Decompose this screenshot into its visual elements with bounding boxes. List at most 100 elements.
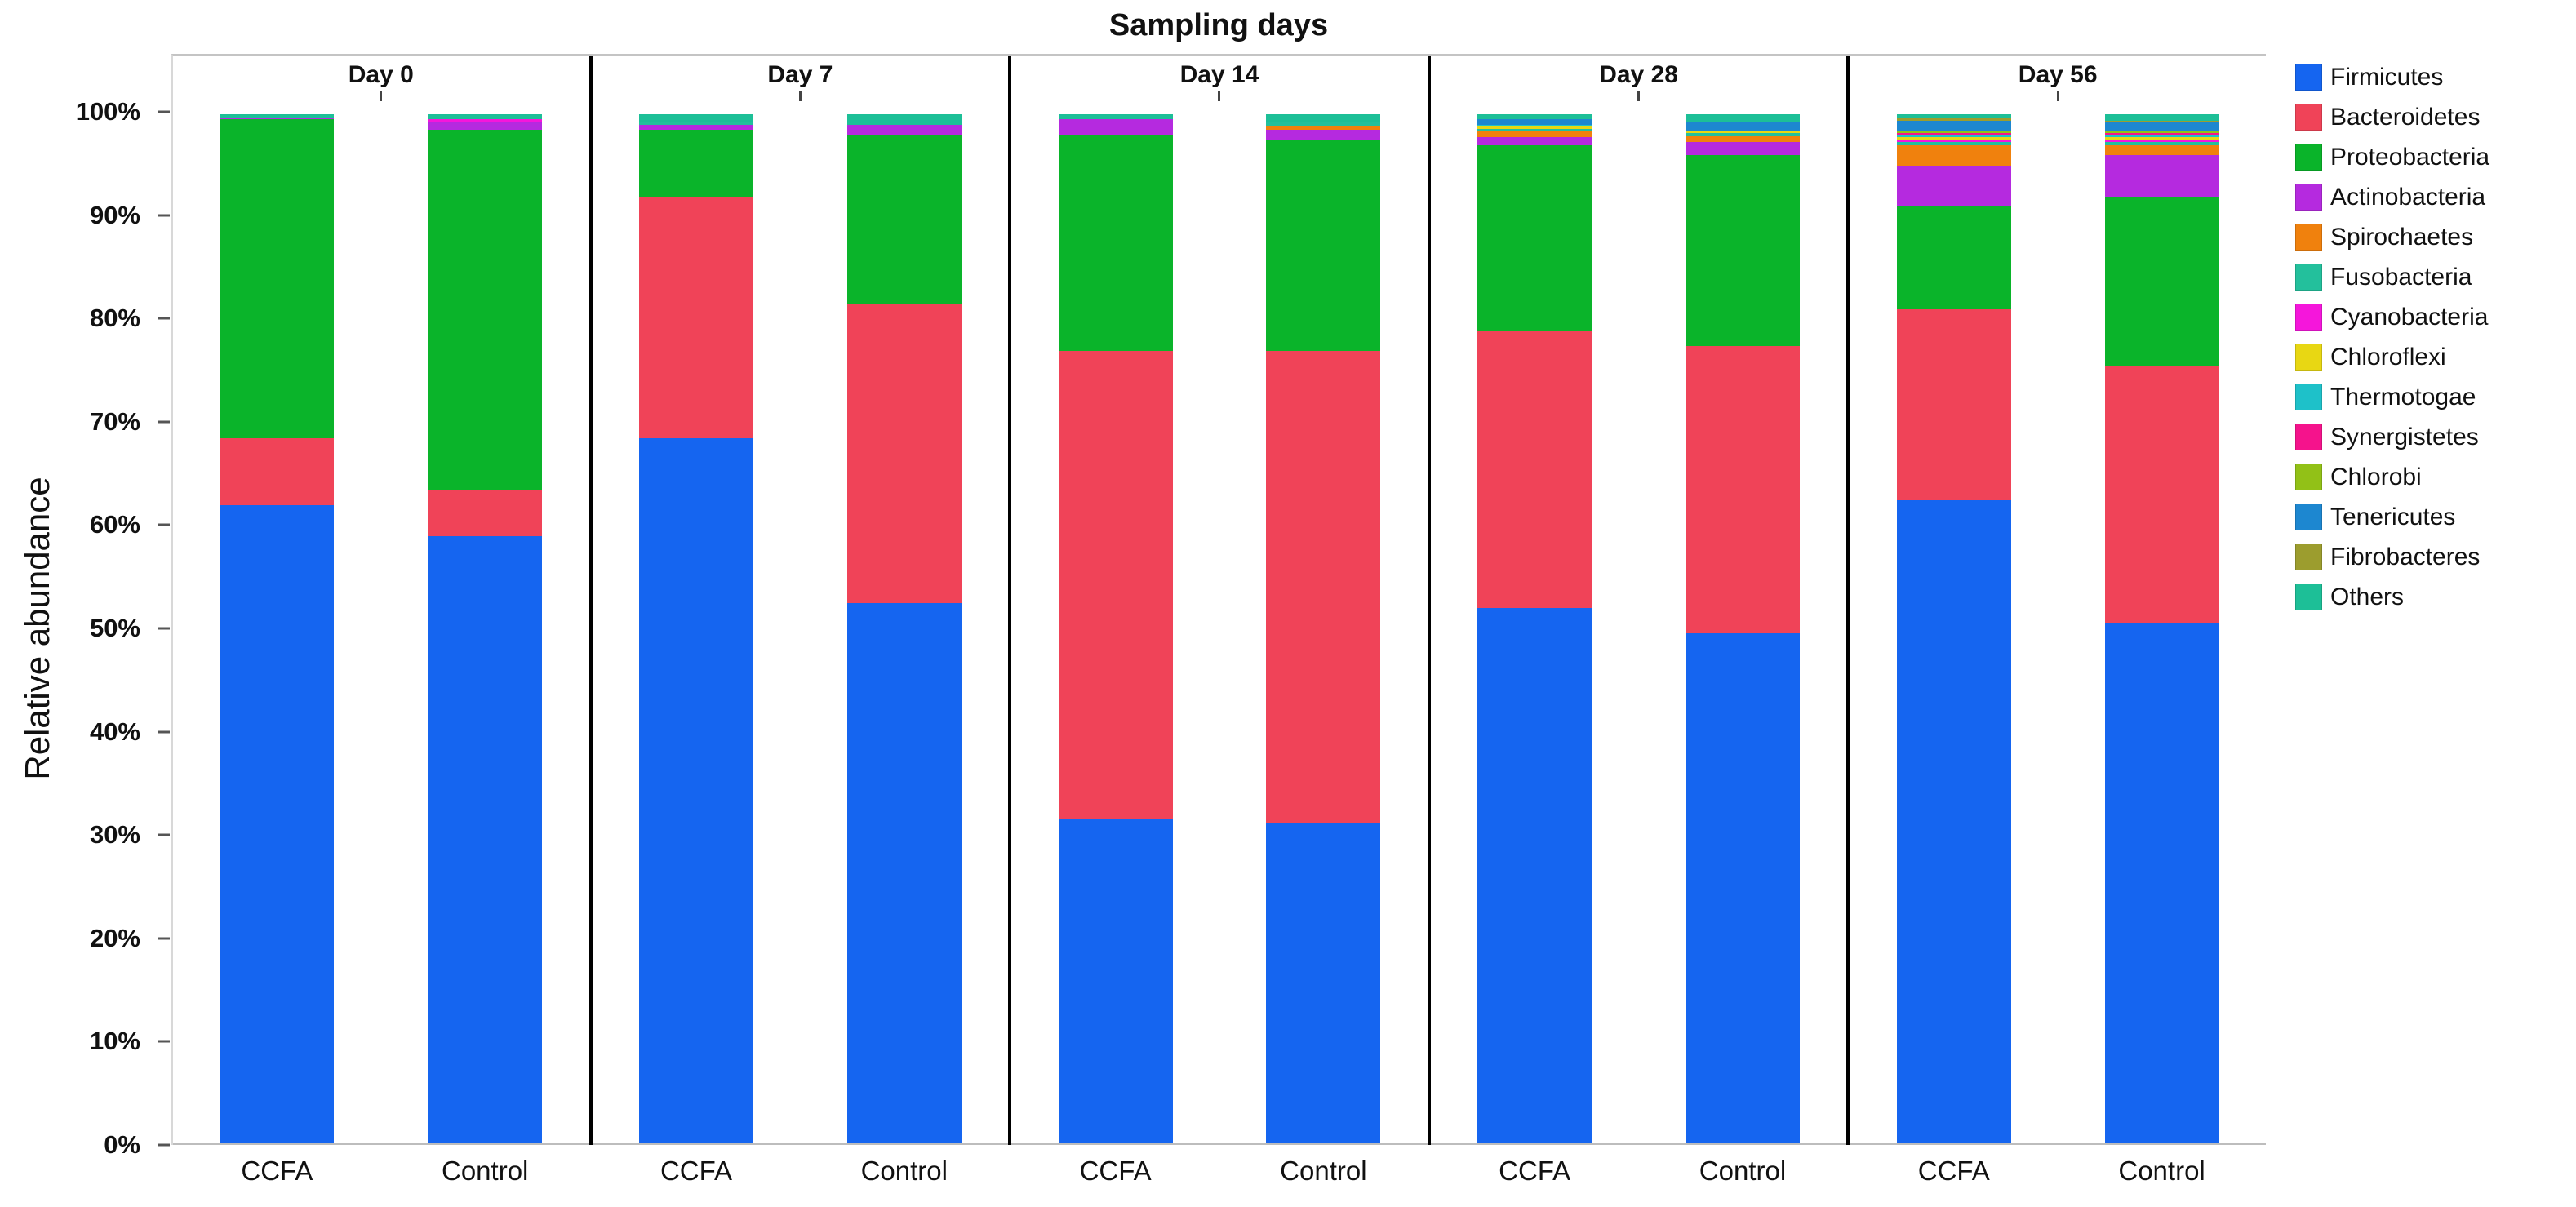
day-group-day7: Day 7 CCFA Control: [588, 56, 1009, 1186]
segment-others: [846, 114, 962, 125]
day-group-label: Day 0: [348, 61, 414, 88]
segment-others: [1685, 114, 1800, 123]
bar-slot: CCFA: [1055, 114, 1177, 1186]
stacked-bar-day28-control: [1685, 114, 1800, 1143]
bar-slot: CCFA: [1893, 114, 2015, 1186]
legend-label: Firmicutes: [2330, 63, 2444, 91]
segment-chlorobi: [2104, 131, 2219, 133]
bars-area: CCFA Control: [1430, 114, 1847, 1186]
legend-item-others: Others: [2295, 584, 2489, 610]
y-tick-label: 40%: [89, 717, 140, 746]
segment-chloroflexi: [2104, 136, 2219, 140]
legend-item-synergistetes: Synergistetes: [2295, 424, 2489, 450]
legend-swatch-thermotogae: [2295, 384, 2322, 410]
segment-spirochaetes: [1477, 131, 1592, 137]
bar-slot: CCFA: [1473, 114, 1596, 1186]
legend-swatch-cyanobacteria: [2295, 304, 2322, 331]
segment-fibrobacteres: [2104, 120, 2219, 123]
segment-fusobacteria: [1896, 142, 2011, 145]
x-axis-label-control: Control: [1699, 1156, 1787, 1186]
segment-others: [1477, 114, 1592, 120]
plot-groups: Day 0 CCFA Control Day 7 CCFA Control Day 14 CC…: [171, 54, 2266, 1186]
segment-others: [1058, 114, 1173, 120]
segment-bacteroidetes: [428, 489, 543, 536]
segment-actinobacteria: [428, 121, 543, 130]
y-tick-mark: [158, 420, 170, 424]
segment-tenericutes: [1896, 120, 2011, 131]
segment-firmicutes: [220, 504, 335, 1143]
segment-bacteroidetes: [846, 304, 962, 603]
x-axis-label-ccfa: CCFA: [1499, 1156, 1571, 1186]
y-axis-ticks: 100% 90% 80% 70% 60% 50% 40% 30% 20% 10% 0%: [0, 97, 170, 1159]
segment-spirochaetes: [1266, 126, 1381, 130]
bars-area: CCFA Control: [1850, 114, 2266, 1186]
y-tick-mark: [158, 110, 170, 113]
segment-bacteroidetes: [1685, 345, 1800, 634]
segment-firmicutes: [1266, 823, 1381, 1143]
y-tick-mark: [158, 317, 170, 320]
segment-proteobacteria: [1477, 144, 1592, 331]
bar-slot: Control: [1262, 114, 1384, 1186]
segment-others: [220, 114, 335, 118]
segment-chloroflexi: [1896, 136, 2011, 140]
segment-proteobacteria: [220, 119, 335, 438]
segment-firmicutes: [846, 602, 962, 1143]
legend-swatch-fibrobacteres: [2295, 544, 2322, 570]
y-tick-label: 90%: [89, 200, 140, 229]
segment-proteobacteria: [2104, 196, 2219, 366]
segment-tenericutes: [1685, 122, 1800, 131]
day-group-day14: Day 14 CCFA Control: [1008, 56, 1428, 1186]
segment-proteobacteria: [1896, 206, 2011, 310]
segment-spirochaetes: [1685, 135, 1800, 143]
segment-actinobacteria: [1896, 166, 2011, 207]
segment-firmicutes: [428, 535, 543, 1143]
legend-label: Thermotogae: [2330, 383, 2476, 410]
day-group-label: Day 14: [1179, 61, 1259, 88]
y-tick-label: 0%: [104, 1130, 140, 1159]
segment-bacteroidetes: [1477, 330, 1592, 608]
legend-label: Spirochaetes: [2330, 223, 2474, 251]
day-group-day0: Day 0 CCFA Control: [173, 56, 589, 1186]
legend-item-actinobacteria: Actinobacteria: [2295, 184, 2489, 211]
y-tick-label: 60%: [89, 510, 140, 539]
legend-swatch-firmicutes: [2295, 64, 2322, 91]
group-tick-mark: [380, 91, 383, 101]
group-tick-mark: [798, 91, 802, 101]
legend-item-chlorobi: Chlorobi: [2295, 464, 2489, 490]
segment-actinobacteria: [1058, 119, 1173, 135]
legend-swatch-chlorobi: [2295, 464, 2322, 490]
legend-swatch-actinobacteria: [2295, 184, 2322, 211]
bars-area: CCFA Control: [1011, 114, 1428, 1186]
bar-slot: Control: [424, 114, 546, 1186]
segment-firmicutes: [1685, 633, 1800, 1143]
segment-tenericutes: [2104, 122, 2219, 131]
legend-label: Fibrobacteres: [2330, 543, 2481, 570]
legend-swatch-fusobacteria: [2295, 264, 2322, 291]
segment-actinobacteria: [638, 124, 753, 130]
segment-fusobacteria: [638, 121, 753, 125]
segment-others: [638, 114, 753, 122]
segment-fusobacteria: [1477, 128, 1592, 132]
legend-label: Chloroflexi: [2330, 343, 2446, 371]
stacked-bar-day14-ccfa: [1058, 114, 1173, 1143]
legend-swatch-proteobacteria: [2295, 144, 2322, 171]
segment-actinobacteria: [1477, 136, 1592, 145]
legend-swatch-spirochaetes: [2295, 224, 2322, 251]
day-group-label: Day 56: [2018, 61, 2098, 88]
segment-bacteroidetes: [1058, 350, 1173, 819]
y-tick-mark: [158, 833, 170, 836]
legend-item-fusobacteria: Fusobacteria: [2295, 264, 2489, 291]
stacked-bar-day0-control: [428, 114, 543, 1143]
legend-item-spirochaetes: Spirochaetes: [2295, 224, 2489, 251]
segment-spirochaetes: [2104, 144, 2219, 156]
bar-slot: Control: [1681, 114, 1804, 1186]
stacked-bar-day14-control: [1266, 114, 1381, 1143]
y-tick-label: 100%: [75, 97, 140, 126]
y-tick-mark: [158, 627, 170, 630]
stacked-bar-day7-control: [846, 114, 962, 1143]
segment-cyanobacteria: [2104, 140, 2219, 143]
legend-label: Fusobacteria: [2330, 263, 2472, 291]
segment-proteobacteria: [1266, 140, 1381, 351]
segment-bacteroidetes: [1266, 350, 1381, 824]
x-axis-label-ccfa: CCFA: [241, 1156, 313, 1186]
